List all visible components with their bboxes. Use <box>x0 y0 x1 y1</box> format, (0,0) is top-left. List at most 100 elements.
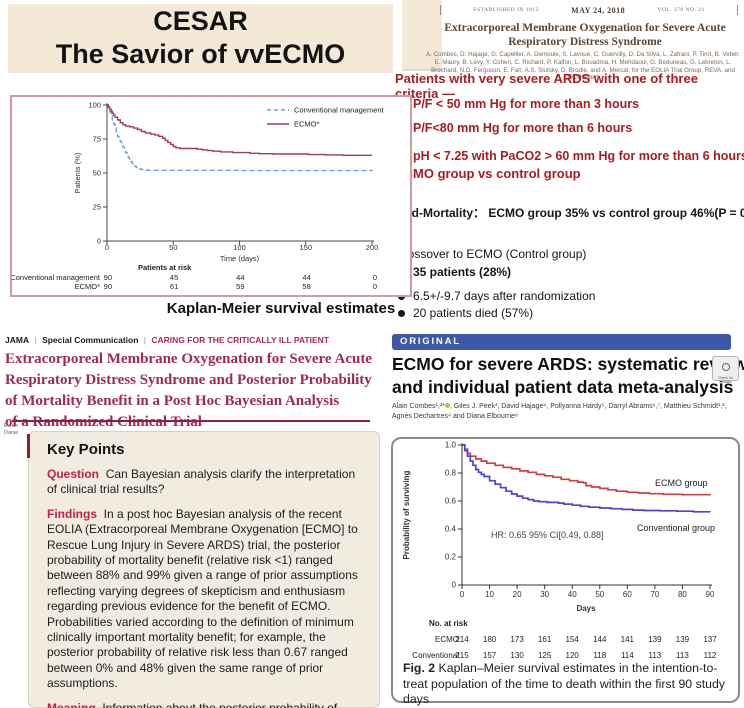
svg-text:130: 130 <box>510 651 524 660</box>
groups-line: ECMO group vs control group <box>395 166 581 181</box>
criteria-item-1: P/F < 50 mm Hg for more than 3 hours <box>398 97 744 111</box>
jama-author-1: Ewan <box>4 423 18 429</box>
meta-author-lead: Alain Combes¹,²* <box>392 403 445 410</box>
kicker-separator: | <box>34 335 37 345</box>
meta-authors-rest: , Giles J. Peek³, David Hajage⁴, Pollyan… <box>449 403 727 410</box>
svg-text:137: 137 <box>703 635 717 644</box>
svg-text:ECMO: ECMO <box>435 635 459 644</box>
svg-text:113: 113 <box>649 651 662 660</box>
svg-text:0.6: 0.6 <box>445 497 457 506</box>
jama-brand: JAMA <box>5 335 30 345</box>
kicker-separator: | <box>143 335 147 345</box>
svg-text:90: 90 <box>706 590 715 599</box>
nejm-title-line2: Respiratory Distress Syndrome <box>508 36 662 48</box>
findings-label: Findings <box>47 506 97 521</box>
masthead-rule-left <box>440 5 441 15</box>
svg-text:60: 60 <box>623 590 632 599</box>
svg-text:120: 120 <box>566 651 580 660</box>
check-for-updates-badge: Check for updates <box>712 356 739 384</box>
svg-text:0: 0 <box>97 237 101 246</box>
svg-text:0: 0 <box>105 243 109 252</box>
meta-authors: Alain Combes¹,²* , Giles J. Peek³, David … <box>392 402 740 421</box>
svg-text:Time (days): Time (days) <box>220 254 260 263</box>
cesar-km-chart: 0 25 50 75 100 0 50 100 150 200 Time (days) Patient… <box>12 101 385 291</box>
svg-text:139: 139 <box>648 635 662 644</box>
fig2-caption-text: Kaplan–Meier survival estimates in the i… <box>403 661 725 706</box>
fig2-label: Fig. 2 <box>403 661 436 675</box>
svg-text:Conventional group: Conventional group <box>637 523 715 533</box>
badge-label: Check for updates <box>718 376 733 384</box>
criteria-item-2-text: P/F<80 mm Hg for more than 6 hours <box>413 121 633 135</box>
svg-text:150: 150 <box>299 243 312 252</box>
crossmark-icon <box>721 363 730 371</box>
svg-text:114: 114 <box>621 651 634 660</box>
svg-text:44: 44 <box>302 273 310 282</box>
orcid-icon <box>444 403 450 408</box>
jama-title-line3: of Mortality Benefit in a Post Hoc Bayes… <box>5 393 340 409</box>
jama-article-title: Extracorporeal Membrane Oxygenation for … <box>5 349 388 433</box>
svg-text:Probability of surviving: Probability of surviving <box>402 470 411 559</box>
criteria-heading: Patients with very severe ARDS with one … <box>395 71 698 101</box>
crossover-item-3-text: 20 patients died (57%) <box>413 306 534 320</box>
svg-text:200: 200 <box>366 243 379 252</box>
meta-article-title: ECMO for severe ARDS: systematic review … <box>392 353 744 399</box>
cesar-caption: Kaplan-Meier survival estimates <box>166 300 396 317</box>
jama-title-line2: Respiratory Distress Syndrome and Poster… <box>5 372 372 388</box>
svg-text:20: 20 <box>513 590 522 599</box>
svg-text:0: 0 <box>373 273 377 282</box>
jama-author-2: Danie <box>4 430 19 436</box>
svg-text:Days: Days <box>576 604 596 613</box>
bullet-icon <box>398 309 405 317</box>
mortality-line: 60 d-Mortality： ECMO group 35% vs contro… <box>395 206 744 220</box>
svg-text:125: 125 <box>538 651 552 660</box>
slide-title-line2: The Savior of vvECMO <box>55 39 346 69</box>
svg-text:45: 45 <box>170 273 178 282</box>
svg-text:214: 214 <box>455 635 469 644</box>
masthead-rule-right <box>736 5 738 15</box>
nejm-article-title: Extracorporeal Membrane Oxygenation for … <box>430 21 740 49</box>
svg-text:118: 118 <box>593 651 606 660</box>
svg-text:154: 154 <box>566 635 580 644</box>
svg-text:180: 180 <box>483 635 497 644</box>
meaning-label: Meaning <box>47 700 96 708</box>
svg-text:50: 50 <box>93 169 101 178</box>
key-points-findings: Findings In a post hoc Bayesian analysis… <box>47 507 363 692</box>
svg-text:157: 157 <box>483 651 497 660</box>
nejm-volume: VOL. 378 NO. 21 <box>657 7 705 13</box>
svg-text:25: 25 <box>93 203 101 212</box>
svg-text:215: 215 <box>455 651 469 660</box>
svg-text:0: 0 <box>452 581 457 590</box>
svg-text:0.8: 0.8 <box>445 469 457 478</box>
slide-title-line1: CESAR <box>153 6 248 36</box>
svg-text:1.0: 1.0 <box>445 441 457 450</box>
svg-text:0: 0 <box>460 590 465 599</box>
svg-text:112: 112 <box>704 651 717 660</box>
svg-text:161: 161 <box>538 635 552 644</box>
jama-authors-clipped: Ewan Danie <box>4 423 18 437</box>
crossover-item-1: 35 patients (28%) <box>398 265 738 279</box>
crossover-item-2-text: 6.5+/-9.7 days after randomization <box>413 289 596 303</box>
svg-text:0.2: 0.2 <box>445 553 457 562</box>
svg-text:30: 30 <box>540 590 549 599</box>
cesar-km-panel: 0 25 50 75 100 0 50 100 150 200 Time (days) Patient… <box>10 95 412 297</box>
crossover-item-3: 20 patients died (57%) <box>398 306 738 320</box>
svg-text:0: 0 <box>373 282 377 291</box>
jama-title-line1: Extracorporeal Membrane Oxygenation for … <box>5 351 373 367</box>
svg-text:141: 141 <box>621 635 635 644</box>
criteria-item-2: P/F<80 mm Hg for more than 6 hours <box>398 121 744 135</box>
svg-text:58: 58 <box>302 282 310 291</box>
eolia-km-chart: 0 0.2 0.4 0.6 0.8 1.0 0 10 20 30 40 50 60 70 80 90 Days P… <box>402 441 717 660</box>
svg-text:100: 100 <box>88 101 101 110</box>
jama-title-line4: of a Randomized Clinical Trial <box>5 414 202 430</box>
original-banner: ORIGINAL <box>392 334 731 350</box>
fig2-box: 0 0.2 0.4 0.6 0.8 1.0 0 10 20 30 40 50 60 70 80 90 Days P… <box>391 437 740 706</box>
svg-text:HR: 0.65 95% CI[0.49, 0.88]: HR: 0.65 95% CI[0.49, 0.88] <box>491 530 604 540</box>
svg-text:139: 139 <box>676 635 690 644</box>
jama-section: Special Communication <box>42 335 139 345</box>
criteria-item-3-text: pH < 7.25 with PaCO2 > 60 mm Hg for more… <box>413 149 744 163</box>
svg-text:50: 50 <box>595 590 604 599</box>
meta-title-line1: ECMO for severe ARDS: systematic review <box>392 354 744 374</box>
svg-text:173: 173 <box>510 635 524 644</box>
svg-text:80: 80 <box>678 590 687 599</box>
key-points-accent <box>27 434 30 458</box>
